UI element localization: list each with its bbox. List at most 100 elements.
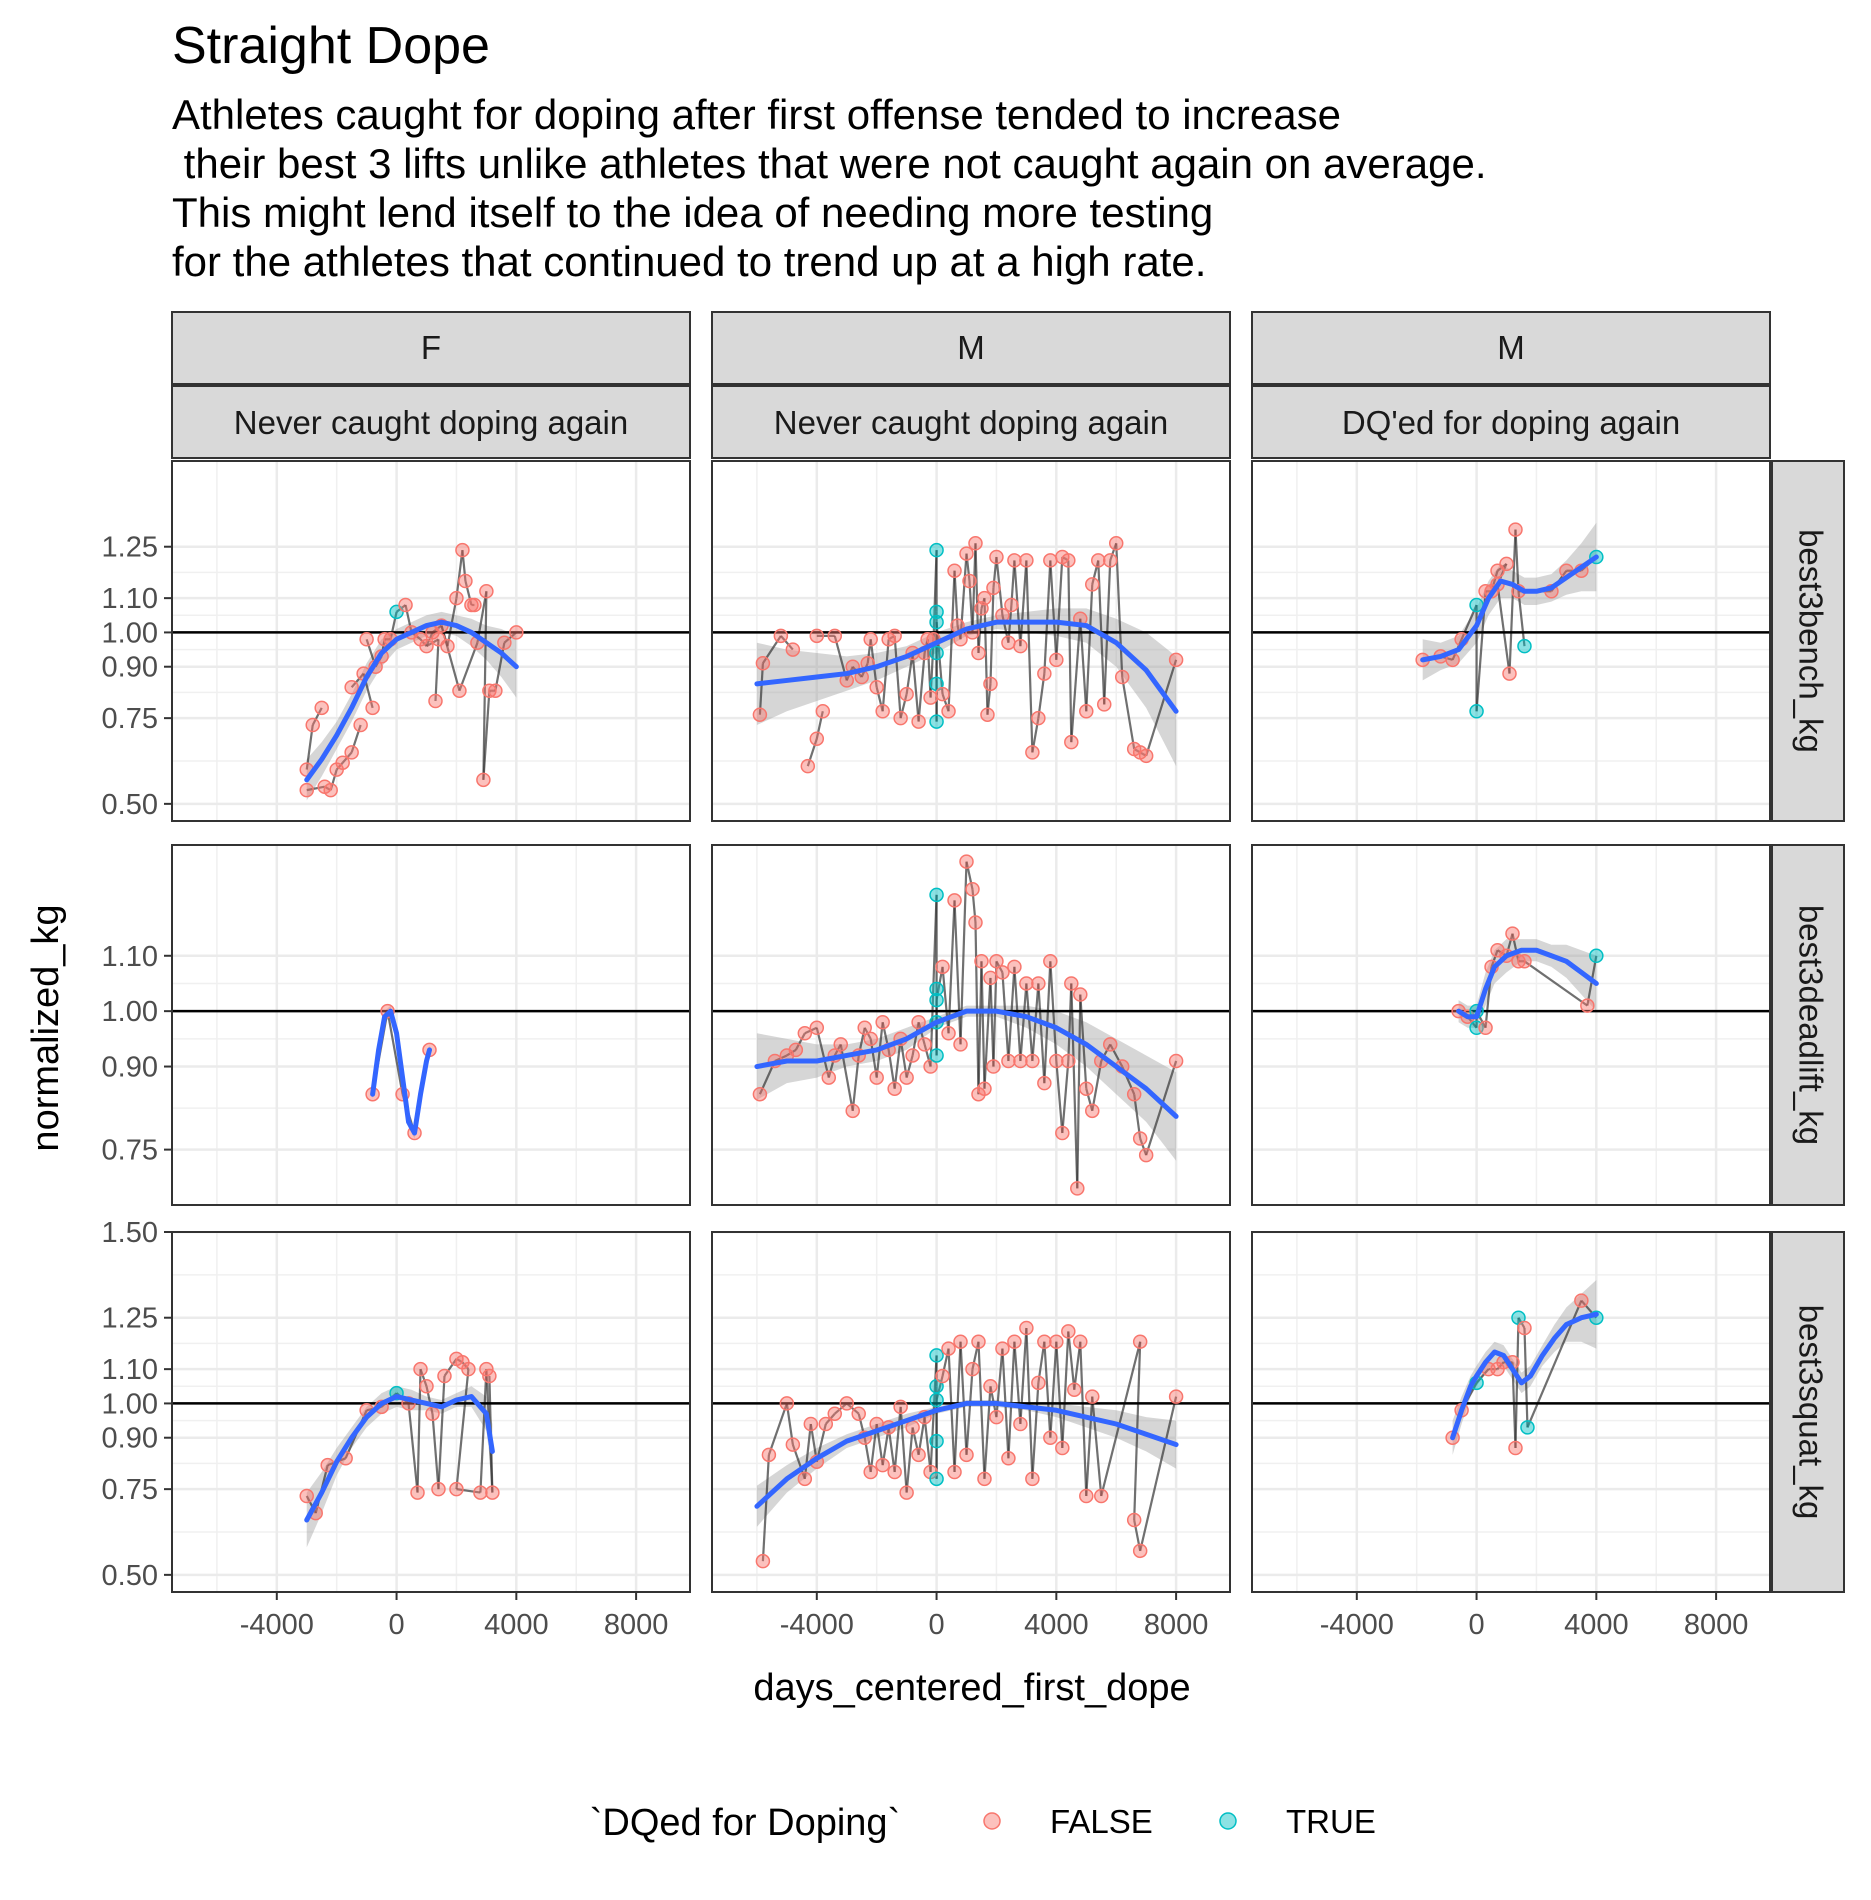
data-point: [809, 731, 825, 746]
athlete-path: [851, 1055, 860, 1111]
data-point: [497, 635, 512, 650]
data-point: [887, 628, 902, 644]
athlete-path: [461, 550, 467, 582]
athlete-path: [971, 1341, 980, 1370]
data-point: [1031, 1375, 1046, 1391]
data-point: [1025, 1053, 1040, 1069]
athlete-path: [983, 977, 992, 1089]
data-point: [833, 1037, 849, 1052]
panel-content: [172, 1232, 690, 1592]
data-point: [929, 542, 944, 558]
y-tick-label: 1.00: [102, 996, 158, 1028]
data-point: [1007, 1334, 1022, 1349]
athlete-path: [455, 550, 464, 599]
data-point: [1019, 1320, 1034, 1336]
athlete-path: [917, 652, 926, 722]
data-point: [1589, 948, 1604, 964]
data-point: [419, 1379, 434, 1394]
athlete-path: [1019, 983, 1028, 1062]
data-point: [965, 882, 980, 897]
data-point: [1064, 734, 1079, 750]
data-point: [1168, 1389, 1184, 1404]
data-point: [935, 959, 950, 975]
y-tick-label: 0.90: [102, 652, 158, 684]
data-point: [485, 1485, 500, 1500]
smooth-line: [304, 619, 519, 783]
athlete-path: [1037, 673, 1046, 719]
athlete-path: [464, 580, 473, 606]
athlete-path: [941, 966, 950, 1034]
data-point: [995, 1341, 1010, 1356]
panel-content: [172, 845, 690, 1205]
legend-key-true: [1219, 1812, 1237, 1830]
data-point: [479, 584, 494, 599]
data-point: [959, 854, 974, 869]
y-tick-label: 0.75: [102, 703, 158, 735]
data-point: [929, 604, 944, 620]
data-point: [1126, 1086, 1142, 1102]
data-point: [1114, 669, 1130, 685]
data-point: [803, 1416, 819, 1432]
data-point: [755, 1553, 771, 1569]
data-point: [449, 1481, 464, 1497]
data-point: [1061, 1053, 1076, 1069]
panel-content: [1252, 1232, 1770, 1592]
athlete-path: [758, 663, 764, 715]
athlete-path: [1061, 1060, 1070, 1134]
athlete-path: [1139, 1396, 1178, 1552]
data-point: [917, 1037, 932, 1052]
data-point: [773, 628, 789, 644]
athlete-path: [437, 1375, 446, 1490]
athlete-path: [1133, 1519, 1142, 1552]
data-point: [449, 590, 464, 606]
data-point: [461, 1361, 476, 1377]
x-tick-label: 4000: [1024, 1609, 1089, 1641]
subtitle-line: for the athletes that continued to trend…: [172, 238, 1207, 285]
strip-lift: [1771, 844, 1845, 1206]
data-point: [989, 1409, 1004, 1425]
data-point: [797, 1471, 813, 1487]
legend-label-false: FALSE: [1050, 1803, 1153, 1840]
data-point: [1478, 1020, 1493, 1036]
legend-label-true: TRUE: [1286, 1803, 1376, 1840]
data-point: [827, 1406, 843, 1421]
athlete-path: [1007, 1341, 1016, 1459]
data-point: [995, 965, 1010, 980]
data-point: [863, 632, 878, 647]
athlete-path: [1091, 1396, 1103, 1497]
data-point: [305, 717, 320, 733]
athlete-path: [455, 1357, 463, 1364]
data-point: [800, 758, 816, 774]
data-point: [941, 1341, 956, 1356]
athlete-path: [977, 608, 983, 654]
smooth-line: [1420, 554, 1599, 663]
data-point: [1168, 652, 1184, 668]
data-point: [761, 1447, 777, 1463]
x-tick-label: 0: [1468, 1609, 1484, 1641]
data-point: [1520, 1420, 1535, 1435]
data-point: [869, 1070, 884, 1085]
data-point: [893, 710, 908, 726]
smooth-line: [754, 1008, 1179, 1119]
data-point: [299, 1488, 314, 1504]
athlete-path: [1139, 751, 1147, 757]
data-point: [314, 700, 329, 716]
athlete-path: [905, 1427, 914, 1493]
data-point: [1505, 926, 1520, 941]
data-point: [929, 1471, 944, 1487]
athlete-path: [953, 900, 962, 1045]
data-point: [1508, 522, 1523, 537]
athlete-path: [494, 642, 506, 691]
athlete-path: [1049, 1341, 1058, 1438]
strip-group-label: Never caught doping again: [234, 404, 628, 441]
athlete-path: [977, 1341, 986, 1479]
data-point: [425, 1406, 440, 1421]
athlete-path: [1076, 994, 1082, 1189]
data-point: [1013, 1416, 1028, 1432]
data-point: [815, 704, 831, 719]
athlete-path: [1025, 560, 1034, 753]
strip-lift: [1771, 1231, 1845, 1593]
data-point: [974, 954, 989, 969]
athlete-path: [1037, 983, 1046, 1084]
data-point: [809, 628, 825, 644]
